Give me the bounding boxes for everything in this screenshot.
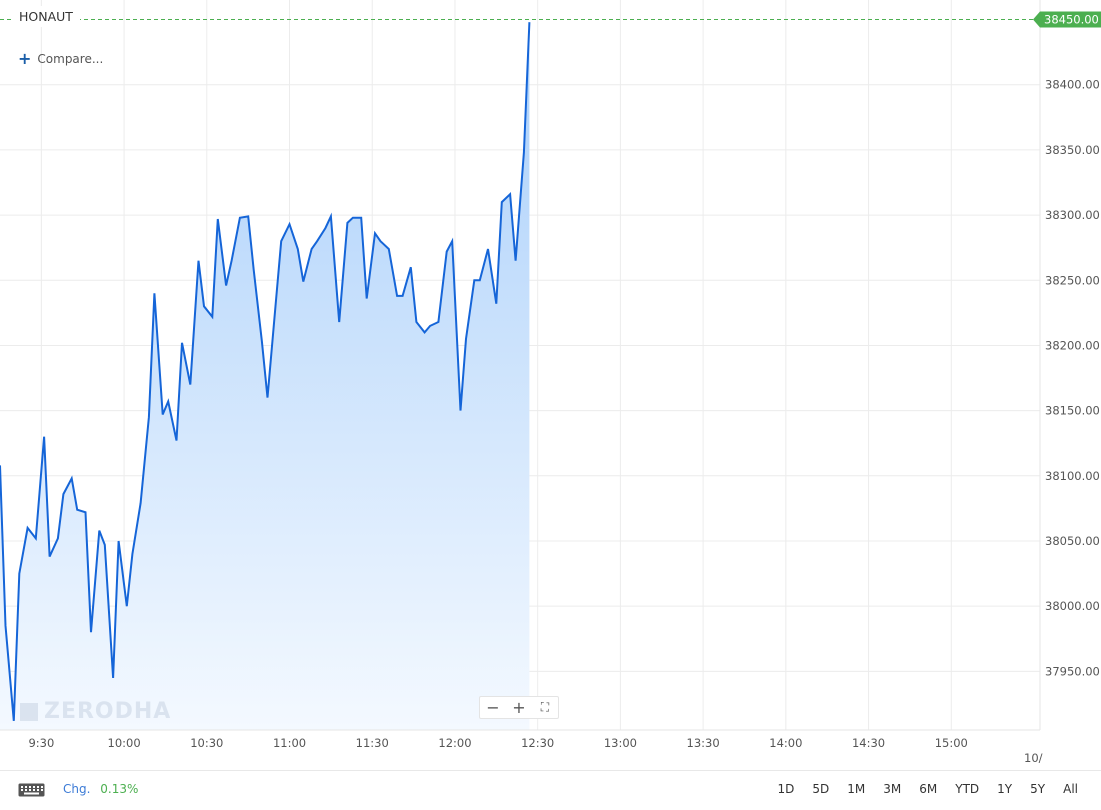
y-tick-label: 38150.00 xyxy=(1045,404,1100,418)
last-price-label: 38450.00 xyxy=(1044,13,1099,27)
x-tick-label: 14:30 xyxy=(852,736,885,750)
x-tick-label: 9:30 xyxy=(28,736,54,750)
x-tick-label: 12:30 xyxy=(521,736,554,750)
y-tick-label: 38250.00 xyxy=(1045,273,1100,287)
range-selector: 1D 5D 1M 3M 6M YTD 1Y 5Y All xyxy=(769,782,1087,796)
y-axis-labels: 37950.00 38000.00 38050.00 38100.00 38150.00… xyxy=(1045,78,1100,679)
zoom-in-button[interactable]: + xyxy=(512,698,526,717)
watermark: ZERODHA xyxy=(20,699,171,724)
change-indicator: Chg. 0.13% xyxy=(63,782,138,796)
x-tick-label: 10/ xyxy=(1024,751,1043,765)
x-tick-label: 14:00 xyxy=(769,736,802,750)
y-tick-label: 38100.00 xyxy=(1045,469,1100,483)
range-6m[interactable]: 6M xyxy=(919,782,938,796)
x-tick-label: 10:00 xyxy=(108,736,141,750)
y-tick-label: 38200.00 xyxy=(1045,338,1100,352)
x-tick-label: 13:00 xyxy=(604,736,637,750)
fullscreen-button[interactable]: ⛶ xyxy=(540,700,550,714)
y-tick-label: 38000.00 xyxy=(1045,599,1100,613)
y-tick-label: 37950.00 xyxy=(1045,664,1100,678)
chart-footer: Chg. 0.13% 1D 5D 1M 3M 6M YTD 1Y 5Y All xyxy=(0,770,1101,810)
watermark-text: ZERODHA xyxy=(44,699,172,724)
change-value: 0.13% xyxy=(100,782,139,796)
x-axis-labels: 9:30 10:00 10:30 11:00 11:30 12:00 12:30 13:00 1… xyxy=(28,736,1042,765)
keyboard-icon[interactable] xyxy=(18,783,45,797)
y-tick-label: 38400.00 xyxy=(1045,78,1100,92)
zerodha-logo-icon xyxy=(20,702,38,721)
change-label: Chg. xyxy=(63,782,91,796)
plus-icon: + xyxy=(18,49,32,68)
compare-button[interactable]: + Compare... xyxy=(18,49,104,68)
y-tick-label: 38350.00 xyxy=(1045,143,1100,157)
x-tick-label: 11:30 xyxy=(356,736,389,750)
range-5d[interactable]: 5D xyxy=(812,782,830,796)
x-tick-label: 12:00 xyxy=(438,736,471,750)
range-1m[interactable]: 1M xyxy=(847,782,866,796)
range-all[interactable]: All xyxy=(1063,782,1078,796)
range-3m[interactable]: 3M xyxy=(883,782,902,796)
x-tick-label: 11:00 xyxy=(273,736,306,750)
range-1d[interactable]: 1D xyxy=(777,782,795,796)
x-tick-label: 10:30 xyxy=(190,736,223,750)
range-ytd[interactable]: YTD xyxy=(955,782,980,796)
zoom-out-button[interactable]: − xyxy=(486,698,500,717)
last-price-tag: 38450.00 xyxy=(1033,11,1101,28)
y-tick-label: 38050.00 xyxy=(1045,534,1100,548)
x-tick-label: 15:00 xyxy=(935,736,968,750)
y-tick-label: 38300.00 xyxy=(1045,208,1100,222)
zoom-controls: − + ⛶ xyxy=(479,696,559,719)
symbol-label[interactable]: HONAUT xyxy=(12,6,80,27)
range-1y[interactable]: 1Y xyxy=(997,782,1013,796)
range-5y[interactable]: 5Y xyxy=(1030,782,1046,796)
x-tick-label: 13:30 xyxy=(687,736,720,750)
price-chart[interactable]: 37950.00 38000.00 38050.00 38100.00 38150.00… xyxy=(0,0,1101,770)
compare-label: Compare... xyxy=(37,52,104,66)
price-line xyxy=(0,22,531,721)
